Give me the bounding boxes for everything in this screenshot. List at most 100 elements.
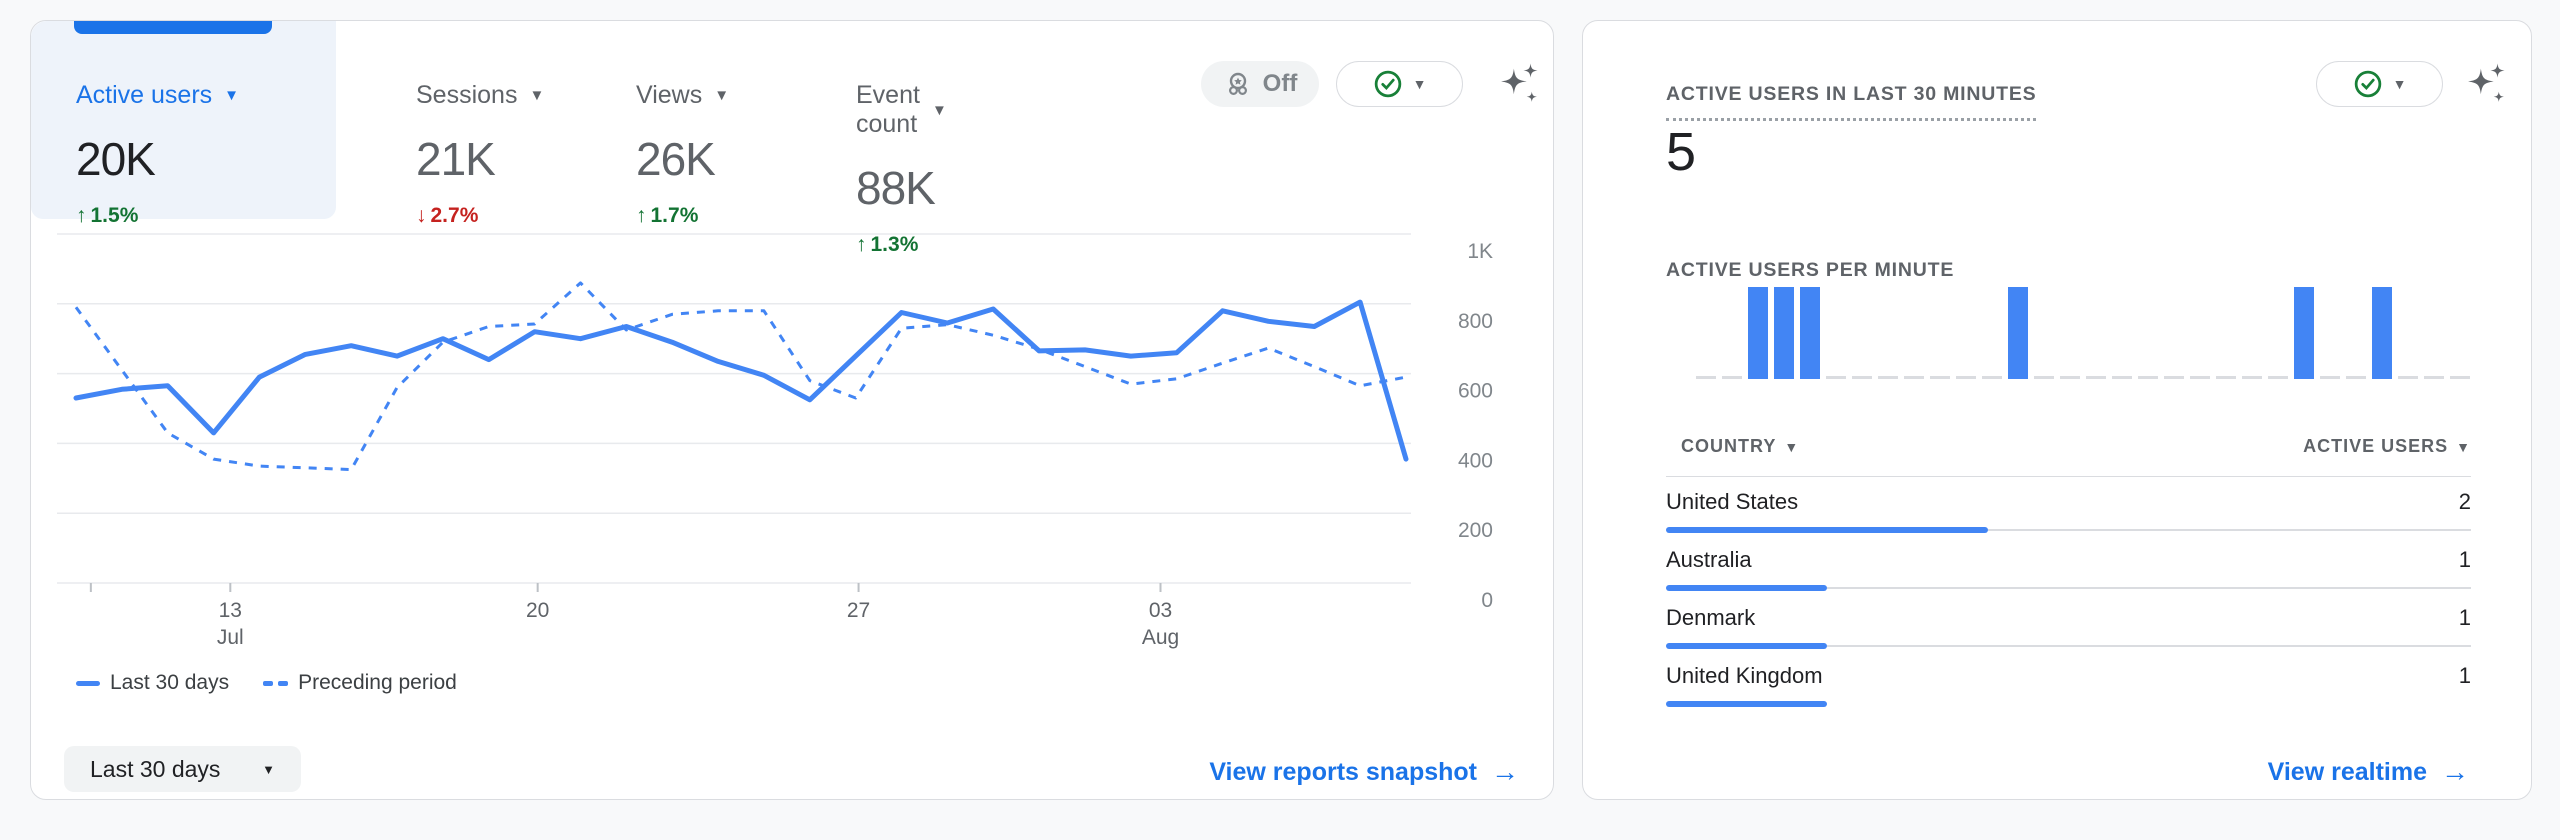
minute-slot: [1719, 284, 1745, 379]
country-bar: [1666, 585, 2471, 591]
minute-slot: [2291, 284, 2317, 379]
country-bar-fill: [1666, 527, 1988, 533]
minute-bar: [2294, 287, 2314, 379]
x-axis-tick-label: Aug: [1142, 626, 1179, 649]
trend-arrow-icon: ↓: [416, 204, 427, 227]
minute-slot: [2083, 284, 2109, 379]
country-column-header[interactable]: COUNTRY ▼: [1681, 436, 1800, 456]
minute-slot: [2395, 284, 2421, 379]
caret-down-icon[interactable]: ▼: [224, 87, 240, 104]
active-users-per-minute-chart: [1693, 284, 2473, 379]
minute-axis-dash: [1878, 376, 1898, 379]
signals-off-label: Off: [1262, 70, 1298, 97]
metric-value: 21K: [416, 133, 496, 185]
minute-axis-dash: [2086, 376, 2106, 379]
country-row: United Kingdom 1: [1666, 657, 2471, 715]
data-quality-button[interactable]: ▼: [2316, 61, 2443, 107]
y-axis-tick-label: 1K: [1467, 240, 1493, 263]
minute-bar: [1748, 287, 1768, 379]
country-bar: [1666, 701, 2471, 707]
country-bar-fill: [1666, 585, 1827, 591]
realtime-title: ACTIVE USERS IN LAST 30 MINUTES: [1666, 83, 2037, 121]
tab-active-indicator: [74, 21, 272, 34]
sparkle-icon[interactable]: [2463, 61, 2509, 107]
tab-active-users[interactable]: Active users ▼ 20K ↑ 1.5%: [31, 21, 336, 227]
country-bar-track: [1827, 587, 2471, 589]
caret-down-icon: ▼: [2456, 438, 2471, 455]
caret-down-icon[interactable]: ▼: [931, 101, 947, 119]
minute-slot: [1927, 284, 1953, 379]
country-name: Australia: [1666, 547, 1752, 572]
metric-delta: ↓ 2.7%: [416, 204, 479, 227]
minute-bar: [2372, 287, 2392, 379]
minute-bar: [1774, 287, 1794, 379]
right-arrow-icon: →: [1491, 756, 1519, 787]
x-axis-tick-label: 20: [526, 599, 549, 622]
caret-down-icon: ▼: [262, 761, 275, 777]
minute-bar: [1800, 287, 1820, 379]
minute-axis-dash: [1722, 376, 1742, 379]
country-row: Australia 1: [1666, 541, 2471, 599]
medal-icon: [1228, 72, 1247, 96]
metric-value: 20K: [76, 133, 156, 185]
caret-down-icon[interactable]: ▼: [714, 87, 730, 104]
minute-slot: [1901, 284, 1927, 379]
minute-axis-dash: [1852, 376, 1872, 379]
data-quality-button[interactable]: ▼: [1336, 61, 1463, 107]
minute-axis-dash: [1956, 376, 1976, 379]
check-circle-icon: [1374, 70, 1401, 98]
minute-slot: [2239, 284, 2265, 379]
country-name: United States: [1666, 489, 1799, 514]
minute-slot: [2057, 284, 2083, 379]
minute-axis-dash: [1930, 376, 1950, 379]
caret-down-icon: ▼: [2392, 76, 2407, 92]
last-30-days-line: [73, 299, 1409, 462]
metric-delta: ↑ 1.5%: [76, 204, 139, 227]
overview-card: Active users ▼ 20K ↑ 1.5% Sessions ▼ 21K …: [30, 20, 1554, 800]
country-active-users: 1: [2458, 663, 2471, 688]
metric-value: 88K: [856, 162, 936, 214]
metric-label: Event count ▼: [856, 81, 947, 139]
realtime-card: ACTIVE USERS IN LAST 30 MINUTES 5 ▼ ACTI…: [1582, 20, 2532, 800]
minute-slot: [2369, 284, 2395, 379]
date-range-label: Last 30 days: [90, 755, 221, 782]
signals-off-pill[interactable]: Off: [1201, 61, 1319, 107]
minute-axis-dash: [2112, 376, 2132, 379]
per-minute-title: ACTIVE USERS PER MINUTE: [1666, 259, 1955, 281]
solid-line-swatch: [76, 680, 100, 686]
minute-slot: [2265, 284, 2291, 379]
view-reports-snapshot-link[interactable]: View reports snapshot →: [1209, 756, 1519, 787]
realtime-table-header: COUNTRY ▼ ACTIVE USERS ▼: [1666, 436, 2471, 457]
x-axis-tick-label: Jul: [217, 626, 244, 649]
minute-slot: [1849, 284, 1875, 379]
minute-axis-dash: [2164, 376, 2184, 379]
country-bar-fill: [1666, 643, 1827, 649]
x-axis-tick-label: 27: [847, 599, 870, 622]
caret-down-icon: ▼: [1784, 438, 1800, 455]
metric-label-text: Event count: [856, 81, 920, 138]
metric-delta: ↑ 1.3%: [856, 233, 919, 256]
minute-axis-dash: [1826, 376, 1846, 379]
country-bar: [1666, 643, 2471, 649]
view-realtime-link[interactable]: View realtime →: [2267, 756, 2469, 787]
legend-preceding-period: Preceding period: [263, 671, 457, 695]
realtime-active-users-value: 5: [1666, 122, 1697, 182]
date-range-selector[interactable]: Last 30 days ▼: [64, 746, 301, 792]
minute-axis-dash: [2190, 376, 2210, 379]
country-row: United States 2: [1666, 483, 2471, 541]
minute-axis-dash: [2398, 376, 2418, 379]
sparkle-icon[interactable]: [1496, 61, 1542, 107]
active-users-column-header[interactable]: ACTIVE USERS ▼: [2303, 436, 2471, 456]
country-bar-fill: [1666, 701, 1827, 707]
minute-axis-dash: [2320, 376, 2340, 379]
minute-slot: [1693, 284, 1719, 379]
chart-legend: Last 30 days Preceding period: [76, 671, 457, 695]
country-name: United Kingdom: [1666, 663, 1823, 688]
minute-axis-dash: [2346, 376, 2366, 379]
minute-axis-dash: [2450, 376, 2470, 379]
minute-axis-dash: [2268, 376, 2288, 379]
caret-down-icon[interactable]: ▼: [529, 87, 545, 104]
country-table: United States 2 Australia 1 Denmark 1 United K…: [1666, 483, 2471, 715]
minute-slot: [2317, 284, 2343, 379]
minute-axis-dash: [2034, 376, 2054, 379]
